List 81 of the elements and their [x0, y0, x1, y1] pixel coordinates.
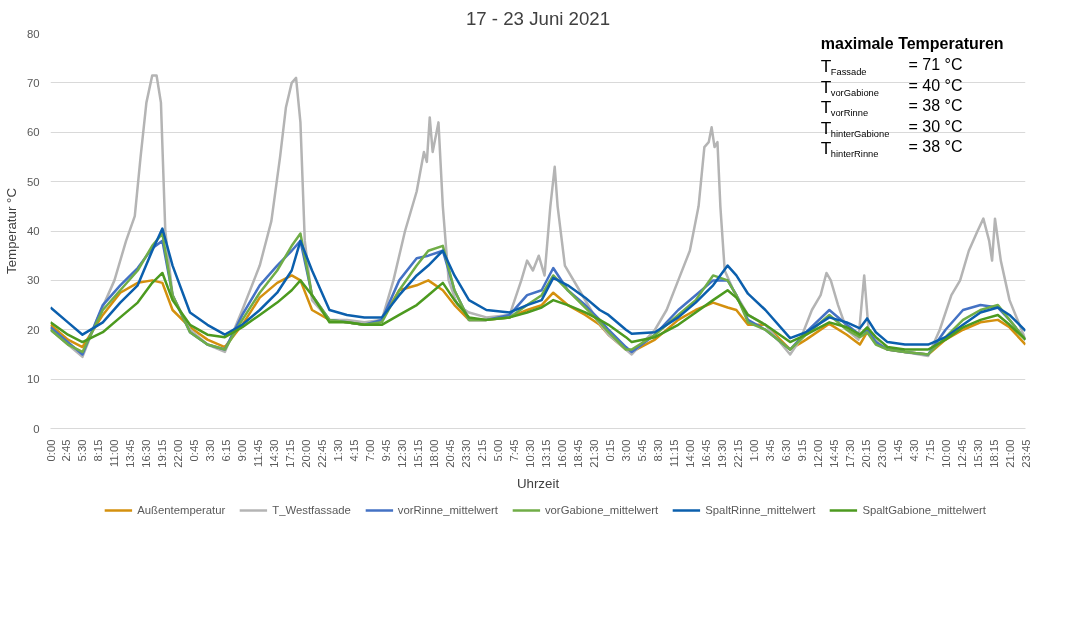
y-tick-label: 50	[26, 175, 40, 188]
x-tick-label: 14:00	[683, 439, 696, 468]
x-tick-label: 12:45	[955, 439, 968, 468]
x-tick-label: 11:45	[252, 439, 265, 468]
x-tick-label: 3:30	[204, 439, 217, 462]
legend-label: vorRinne_mittelwert	[397, 504, 498, 516]
x-tick-label: 22:45	[316, 439, 329, 468]
x-tick-label: 7:45	[508, 439, 521, 462]
x-tick-label: 3:45	[763, 439, 776, 462]
y-tick-label: 20	[26, 323, 40, 336]
x-tick-label: 3:00	[619, 439, 632, 462]
legend-label: SpaltGabione_mittelwert	[862, 504, 986, 516]
x-tick-label: 0:00	[44, 439, 57, 462]
y-tick-label: 40	[26, 225, 40, 237]
x-tick-label: 2:15	[476, 439, 489, 462]
x-tick-label: 22:15	[731, 439, 744, 468]
x-tick-label: 23:00	[875, 439, 888, 468]
x-tick-label: 14:45	[827, 439, 840, 468]
chart-title: 17 - 23 Juni 2021	[465, 7, 611, 29]
x-tick-label: 10:30	[524, 439, 537, 468]
x-tick-label: 21:00	[1003, 439, 1016, 468]
x-tick-label: 0:15	[603, 439, 616, 462]
y-tick-label: 10	[26, 373, 40, 386]
x-tick-label: 7:00	[364, 439, 377, 462]
x-tick-label: 17:15	[284, 439, 297, 468]
x-tick-label: 6:30	[779, 439, 792, 462]
x-tick-label: 5:45	[635, 439, 648, 462]
x-tick-label: 21:30	[587, 439, 600, 468]
x-tick-label: 13:15	[539, 439, 552, 468]
x-tick-label: 5:00	[492, 439, 505, 462]
x-tick-label: 23:45	[1019, 439, 1032, 468]
x-tick-label: 15:15	[412, 439, 425, 468]
x-tick-label: 16:45	[699, 439, 712, 468]
x-tick-label: 9:00	[236, 439, 249, 462]
x-tick-label: 14:30	[268, 439, 281, 468]
x-tick-label: 8:30	[651, 439, 664, 462]
x-tick-label: 8:15	[92, 439, 105, 462]
x-tick-label: 12:30	[396, 439, 409, 468]
x-tick-label: 20:45	[444, 439, 457, 468]
y-axis-title: Temperatur °C	[3, 187, 19, 275]
legend-label: T_Westfassade	[272, 504, 351, 516]
x-tick-label: 16:00	[555, 439, 568, 468]
x-axis-title: Uhrzeit	[516, 475, 560, 491]
x-tick-label: 0:45	[188, 439, 201, 462]
y-tick-label: 60	[26, 126, 40, 139]
legend-label: Außentemperatur	[137, 504, 226, 516]
x-tick-label: 13:45	[124, 439, 137, 468]
x-tick-label: 1:45	[891, 439, 904, 462]
x-tick-label: 23:30	[460, 439, 473, 468]
x-tick-label: 16:30	[140, 439, 153, 468]
x-tick-label: 5:30	[76, 439, 89, 462]
x-tick-label: 19:30	[715, 439, 728, 468]
y-tick-label: 70	[26, 76, 40, 89]
x-tick-label: 9:15	[795, 439, 808, 462]
x-tick-label: 9:45	[380, 439, 393, 462]
x-tick-label: 6:15	[220, 439, 233, 462]
x-tick-label: 18:45	[571, 439, 584, 468]
x-tick-label: 15:30	[971, 439, 984, 468]
x-tick-label: 18:00	[428, 439, 441, 468]
x-tick-label: 12:00	[811, 439, 824, 468]
x-tick-label: 17:30	[843, 439, 856, 468]
x-tick-label: 1:00	[747, 439, 760, 462]
legend-label: vorGabione_mittelwert	[544, 504, 659, 516]
x-tick-label: 1:30	[332, 439, 345, 462]
annotation: maximale Temperaturen	[820, 35, 1004, 53]
x-tick-label: 11:15	[667, 439, 680, 468]
x-tick-label: 7:15	[923, 439, 936, 462]
x-tick-label: 4:15	[348, 439, 361, 462]
x-tick-label: 22:00	[172, 439, 185, 468]
y-tick-label: 80	[26, 27, 40, 40]
y-tick-label: 0	[33, 422, 40, 435]
x-tick-label: 19:15	[156, 439, 169, 468]
y-tick-label: 30	[26, 274, 40, 287]
legend-label: SpaltRinne_mittelwert	[705, 504, 816, 516]
x-tick-label: 4:30	[907, 439, 920, 462]
x-tick-label: 11:00	[108, 439, 121, 468]
x-tick-label: 18:15	[987, 439, 1000, 468]
x-tick-label: 20:00	[300, 439, 313, 468]
x-tick-label: 20:15	[859, 439, 872, 468]
x-tick-label: 10:00	[939, 439, 952, 468]
x-tick-label: 2:45	[60, 439, 73, 462]
